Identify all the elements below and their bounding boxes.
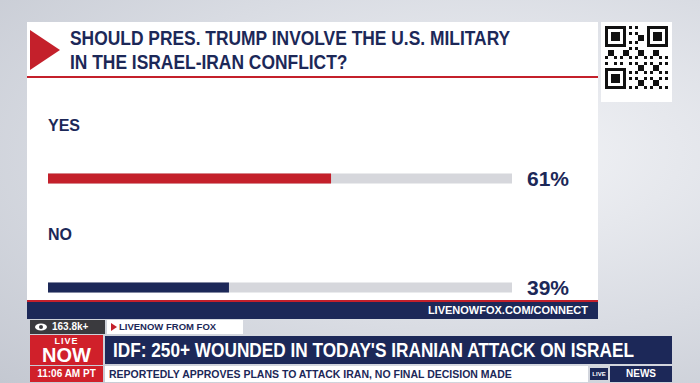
html-text:LIVE: LIVE <box>54 336 79 346</box>
html-text:163.8k+: 163.8k+ <box>52 321 89 332</box>
html-text:NOW: NOW <box>42 344 91 366</box>
html-text:LIVE: LIVE <box>592 371 606 377</box>
svg-text:39%: 39% <box>527 276 569 299</box>
html-text:LIVENOWFOX.COM/CONNECT: LIVENOWFOX.COM/CONNECT <box>427 304 588 316</box>
html-text:IDF: 250+ WOUNDED IN TODAY'S I: IDF: 250+ WOUNDED IN TODAY'S IRANIAN ATT… <box>113 338 634 361</box>
svg-text:61%: 61% <box>527 167 569 190</box>
html-text:11:06 AM PT: 11:06 AM PT <box>37 368 96 379</box>
svg-text:YES: YES <box>48 117 80 134</box>
html-text:NEWS: NEWS <box>626 368 656 379</box>
html-text:LIVENOW FROM FOX: LIVENOW FROM FOX <box>119 321 217 332</box>
svg-text:NO: NO <box>48 226 72 243</box>
html-text:SHOULD PRES. TRUMP INVOLVE THE: SHOULD PRES. TRUMP INVOLVE THE U.S. MILI… <box>70 27 511 73</box>
html-text:REPORTEDLY APPROVES PLANS TO A: REPORTEDLY APPROVES PLANS TO ATTACK IRAN… <box>109 368 512 380</box>
